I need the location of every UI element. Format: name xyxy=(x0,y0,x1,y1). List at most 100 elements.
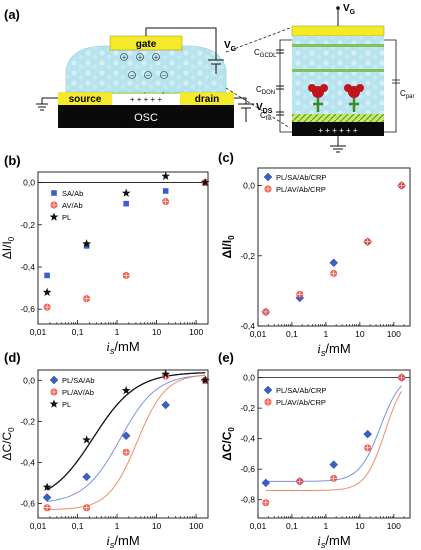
y-axis-label-main: ΔI/I xyxy=(220,240,234,259)
electrolyte-dome xyxy=(65,45,227,93)
x-tick-label: 0,1 xyxy=(72,327,84,337)
fit-curve xyxy=(47,374,206,502)
legend-entry: PL/SA/Ab/CRP xyxy=(276,173,326,182)
y-axis-label: ΔI/I0 xyxy=(220,235,236,259)
data-point-cross xyxy=(398,182,405,189)
data-point xyxy=(49,399,59,408)
data-point xyxy=(161,400,170,410)
y-tick-label: -0,4 xyxy=(20,262,35,272)
y-tick-label: -0,4 xyxy=(240,321,255,331)
y-axis-label-main: ΔC/C xyxy=(220,431,234,461)
data-point-cross xyxy=(364,238,371,245)
data-point xyxy=(51,190,57,196)
panel-a: (a) OSC source drain + + + + + bio-recep… xyxy=(4,3,414,153)
svg-text:−: − xyxy=(130,73,134,80)
y-axis-label: ΔI/I0 xyxy=(0,236,16,259)
vds-label: VDS xyxy=(256,102,273,115)
data-point xyxy=(49,212,59,221)
y-axis-label-sub: 0 xyxy=(7,236,16,241)
vg-circuit xyxy=(145,27,224,74)
data-point xyxy=(263,172,273,182)
c-fix-label: Cfix xyxy=(260,111,272,122)
data-point-cross xyxy=(123,272,130,279)
zoom-lines xyxy=(225,27,291,129)
data-point-cross xyxy=(364,444,371,451)
x-tick-label: 1 xyxy=(324,521,329,531)
data-point xyxy=(83,243,90,249)
svg-text:+: + xyxy=(138,55,142,62)
x-tick-label: 1 xyxy=(324,329,329,339)
x-tick-label: 0,01 xyxy=(250,521,267,531)
svg-text:+: + xyxy=(122,55,126,62)
panel-b-chart: (b) 0,01 0,1 1 10 100 0,0 -0,2 -0,4 -0,6 is/mM ΔI/I… xyxy=(0,153,210,356)
data-point xyxy=(42,493,52,502)
data-point-cross xyxy=(44,504,51,511)
x-axis-label-sub: s xyxy=(321,348,326,358)
x-tick-label: 0,1 xyxy=(286,521,298,531)
y-tick-label: -0,6 xyxy=(20,304,35,314)
legend-entry: AV/Ab xyxy=(62,201,83,210)
data-point-cross xyxy=(51,202,57,208)
x-axis-label-unit: /mM xyxy=(114,533,139,548)
y-axis-label-sub: 0 xyxy=(227,235,236,240)
panel-label: (d) xyxy=(4,350,21,365)
vg-label: VG xyxy=(224,40,237,53)
data-point-cross xyxy=(330,270,337,277)
plot-frame xyxy=(37,369,209,519)
source-contact xyxy=(58,92,112,105)
svg-text:−: − xyxy=(146,73,150,80)
vg-top-label: VG xyxy=(343,3,356,16)
x-tick-label: 100 xyxy=(387,521,401,531)
x-axis-label-unit: /mM xyxy=(114,339,139,354)
drain-label: drain xyxy=(195,94,219,105)
y-tick-label: 0,0 xyxy=(243,373,255,383)
y-tick-label: -0,6 xyxy=(240,464,255,474)
x-axis-label-sub: s xyxy=(110,346,115,356)
y-tick-label: -0,4 xyxy=(240,434,255,444)
x-tick-label: 0,01 xyxy=(30,327,47,337)
x-tick-label: 0,1 xyxy=(72,521,84,531)
x-tick-label: 10 xyxy=(152,327,162,337)
panel-c-chart: (c) 0,01 0,1 1 10 100 0,0 -0,2 -0,4 is/mM ΔI/I0 PL/… xyxy=(218,150,411,358)
panel-label: (b) xyxy=(4,153,21,168)
data-point-cross xyxy=(83,504,90,511)
data-point xyxy=(42,482,52,491)
plot-frame xyxy=(257,369,411,519)
x-tick-label: 100 xyxy=(387,329,401,339)
x-axis-label-var: i xyxy=(317,533,321,548)
x-tick-label: 100 xyxy=(189,521,203,531)
data-point xyxy=(82,239,92,248)
x-tick-label: 0,1 xyxy=(286,329,298,339)
legend-entry: PL xyxy=(62,213,71,222)
data-point xyxy=(49,375,59,385)
y-tick-label: 0,0 xyxy=(23,178,35,188)
legend-entry: PL xyxy=(62,400,71,409)
legend-entry: PL/SA/Ab/CRP xyxy=(276,386,326,395)
panel-label: (c) xyxy=(218,150,234,165)
data-point-cross xyxy=(296,478,303,485)
plot-frame xyxy=(37,171,209,325)
x-axis-label-unit: /mM xyxy=(325,341,350,356)
data-point xyxy=(261,478,271,488)
gate-label: gate xyxy=(136,39,157,50)
c-gcdl-label: CGCDL xyxy=(254,48,277,59)
panel-label: (e) xyxy=(218,350,234,365)
data-point xyxy=(161,369,171,378)
y-axis-label-sub: 0 xyxy=(227,427,236,432)
data-point-cross xyxy=(51,389,57,395)
y-tick-label: 0,0 xyxy=(23,375,35,385)
y-axis-label-main: ΔC/C xyxy=(0,432,14,461)
data-point xyxy=(161,171,171,180)
fit-curve xyxy=(46,372,206,491)
x-tick-label: 10 xyxy=(152,521,162,531)
data-point-cross xyxy=(398,374,405,381)
x-axis-label-unit: /mM xyxy=(325,533,350,548)
svg-text:+ + + + + +: + + + + + + xyxy=(318,126,357,135)
y-axis-label-main: ΔI/I xyxy=(0,241,14,259)
legend-entry: PL/AV/Ab/CRP xyxy=(276,185,326,194)
x-tick-label: 10 xyxy=(355,521,365,531)
c-par-label: Cpar xyxy=(400,89,414,100)
data-point xyxy=(363,429,372,439)
legend-entry: PL/SA/Ab xyxy=(62,376,95,385)
